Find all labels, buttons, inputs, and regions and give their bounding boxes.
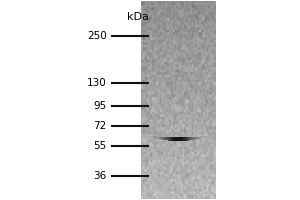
Text: 250: 250 [87, 31, 107, 41]
Text: 36: 36 [94, 171, 107, 181]
Text: 95: 95 [94, 101, 107, 111]
Text: kDa: kDa [127, 12, 149, 22]
Text: 130: 130 [87, 78, 107, 88]
Bar [141, 1, 216, 199]
Text: 72: 72 [94, 121, 107, 131]
Text: 55: 55 [94, 141, 107, 151]
